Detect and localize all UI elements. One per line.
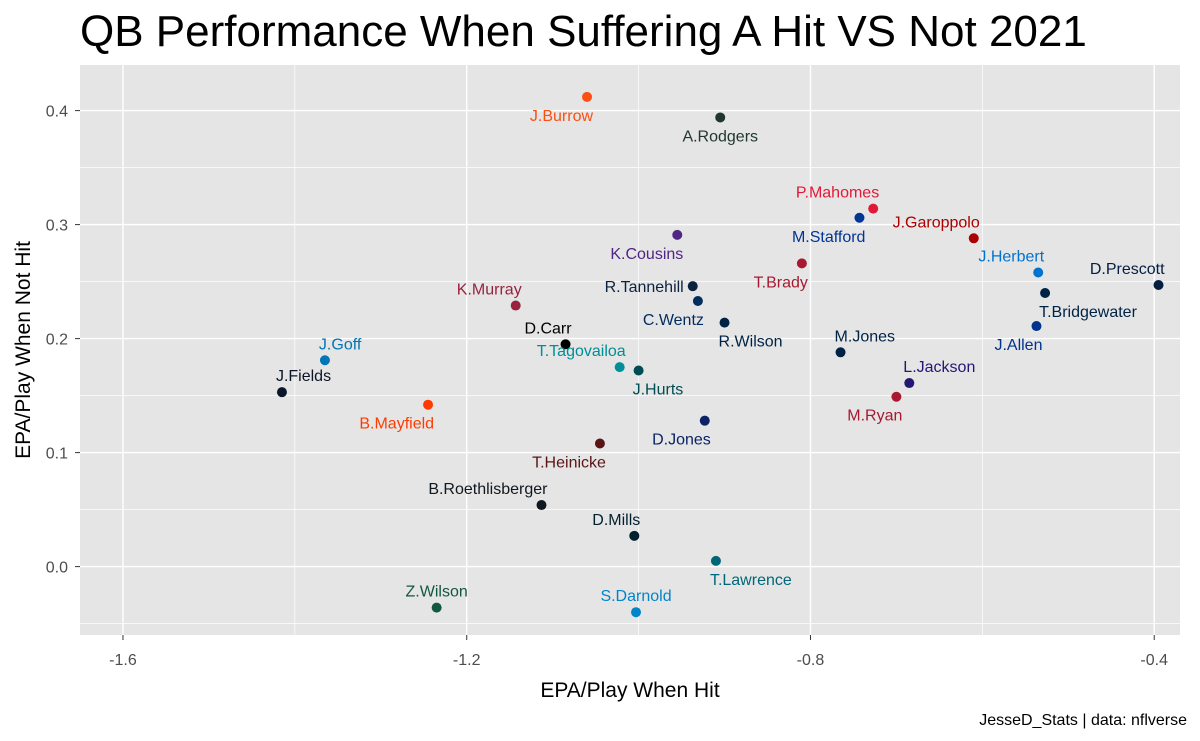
point-label: A.Rodgers xyxy=(682,128,758,145)
point-label: T.Lawrence xyxy=(710,572,792,589)
data-point xyxy=(1153,280,1164,291)
data-point xyxy=(631,607,642,618)
y-axis-ticks: 0.0 0.1 0.2 0.3 0.4 xyxy=(46,104,80,577)
point-label: D.Prescott xyxy=(1090,261,1165,278)
grid-major xyxy=(80,65,1180,635)
point-label: P.Mahomes xyxy=(796,185,879,202)
data-point xyxy=(1040,288,1051,298)
point-label: J.Burrow xyxy=(530,108,594,125)
x-axis-ticks: -1.6 -1.2 -0.8 -0.4 xyxy=(109,635,1168,669)
data-point xyxy=(560,339,571,350)
data-point xyxy=(835,347,846,358)
data-point xyxy=(715,112,726,123)
point-label: M.Stafford xyxy=(792,229,866,246)
data-point xyxy=(510,300,521,311)
data-point xyxy=(719,317,730,328)
point-label: D.Carr xyxy=(524,320,572,337)
plot-panel xyxy=(80,65,1180,635)
point-label: T.Brady xyxy=(754,274,808,291)
data-point xyxy=(629,530,640,541)
point-label: J.Hurts xyxy=(633,382,684,399)
point-label: T.Bridgewater xyxy=(1039,304,1137,321)
point-label: D.Jones xyxy=(652,432,711,449)
point-label: D.Mills xyxy=(592,512,640,529)
point-label: J.Fields xyxy=(276,368,331,385)
x-tick-label: -0.4 xyxy=(1140,652,1168,669)
data-point xyxy=(582,91,593,102)
point-label: R.Tannehill xyxy=(605,279,684,296)
point-label: S.Darnold xyxy=(600,588,671,605)
point-label: L.Jackson xyxy=(903,359,975,376)
y-tick-label: 0.3 xyxy=(46,218,68,235)
point-label: M.Jones xyxy=(835,328,895,345)
data-point xyxy=(614,362,625,373)
data-point xyxy=(710,555,721,566)
data-point xyxy=(891,391,902,402)
point-label: K.Cousins xyxy=(610,246,683,263)
point-label: Z.Wilson xyxy=(406,584,468,601)
y-tick-label: 0.4 xyxy=(46,104,68,121)
point-labels: J.Burrow A.Rodgers P.Mahomes M.Stafford J.Ga… xyxy=(276,108,1165,605)
data-point xyxy=(868,203,879,214)
data-point xyxy=(699,415,710,426)
data-point xyxy=(319,355,330,366)
y-tick-label: 0.0 xyxy=(46,560,68,577)
point-label: T.Tagovailoa xyxy=(537,343,626,360)
y-tick-label: 0.2 xyxy=(46,332,68,349)
point-label: J.Allen xyxy=(994,337,1042,354)
point-label: T.Heinicke xyxy=(532,454,606,471)
x-tick-label: -0.8 xyxy=(797,652,825,669)
point-label: M.Ryan xyxy=(847,408,902,425)
point-label: R.Wilson xyxy=(719,334,783,351)
grid-minor xyxy=(80,65,1180,635)
point-label: B.Roethlisberger xyxy=(428,481,548,498)
data-point xyxy=(672,229,683,240)
x-tick-label: -1.2 xyxy=(453,652,481,669)
point-label: J.Garoppolo xyxy=(893,214,980,231)
point-label: K.Murray xyxy=(457,282,522,299)
data-point xyxy=(904,378,915,389)
y-tick-label: 0.1 xyxy=(46,446,68,463)
point-label: J.Herbert xyxy=(978,248,1044,265)
x-tick-label: -1.6 xyxy=(109,652,137,669)
data-point xyxy=(854,212,865,223)
data-point xyxy=(423,399,434,410)
data-point xyxy=(431,602,442,613)
chart-title: QB Performance When Suffering A Hit VS N… xyxy=(80,7,1087,56)
data-point xyxy=(536,500,547,511)
data-point xyxy=(687,281,698,292)
data-point xyxy=(968,233,979,244)
chart-caption: JesseD_Stats | data: nflverse xyxy=(979,712,1187,729)
x-axis-title: EPA/Play When Hit xyxy=(540,679,720,702)
data-point xyxy=(1033,267,1044,278)
data-point xyxy=(692,295,703,306)
data-points xyxy=(276,91,1164,618)
data-point xyxy=(796,258,807,269)
point-label: C.Wentz xyxy=(643,312,704,329)
y-axis-title: EPA/Play When Not Hit xyxy=(12,241,35,459)
point-label: J.Goff xyxy=(319,336,362,353)
data-point xyxy=(594,438,605,449)
data-point xyxy=(633,365,644,376)
point-label: B.Mayfield xyxy=(359,416,434,433)
data-point xyxy=(276,387,287,398)
data-point xyxy=(1031,321,1042,332)
